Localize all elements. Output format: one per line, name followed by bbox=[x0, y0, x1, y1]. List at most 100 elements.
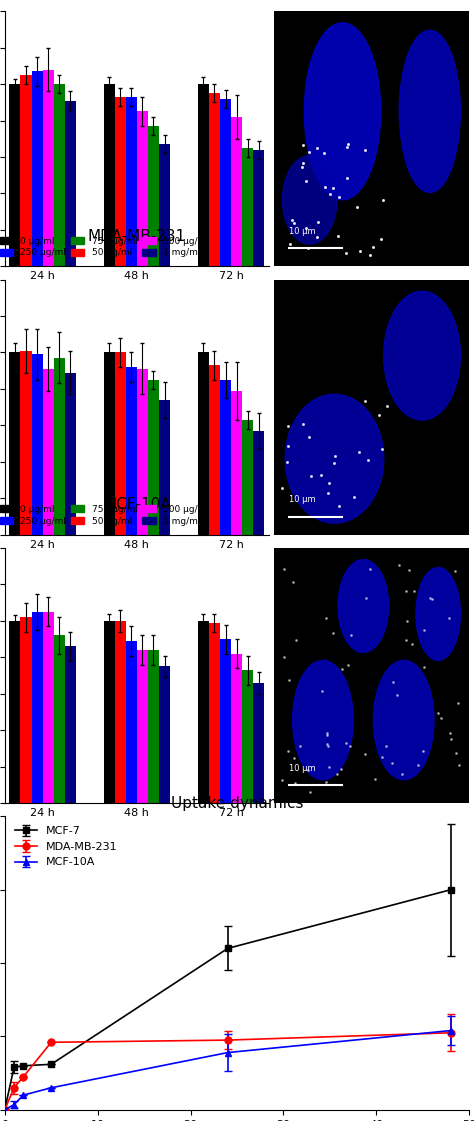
Point bbox=[320, 145, 328, 163]
Bar bbox=[115, 96, 126, 267]
Point bbox=[306, 782, 314, 800]
Bar bbox=[253, 430, 264, 535]
Bar bbox=[209, 93, 220, 267]
Point bbox=[333, 766, 340, 784]
Bar bbox=[220, 380, 231, 535]
Point bbox=[342, 244, 350, 262]
Ellipse shape bbox=[384, 291, 460, 420]
Point bbox=[331, 447, 338, 465]
Point bbox=[326, 474, 333, 492]
Point bbox=[279, 479, 286, 497]
Bar bbox=[104, 621, 115, 803]
Point bbox=[304, 761, 311, 779]
Legend: MCF-7, MDA-MB-231, MCF-10A: MCF-7, MDA-MB-231, MCF-10A bbox=[10, 822, 122, 872]
Bar bbox=[231, 391, 242, 535]
Bar bbox=[209, 622, 220, 803]
Point bbox=[300, 136, 307, 154]
Point bbox=[355, 444, 363, 462]
Point bbox=[453, 744, 460, 762]
Point bbox=[456, 756, 463, 773]
Point bbox=[324, 484, 331, 502]
Bar bbox=[104, 84, 115, 267]
Text: 10 μm: 10 μm bbox=[289, 763, 316, 772]
Text: 10 μm: 10 μm bbox=[289, 495, 316, 504]
Point bbox=[331, 454, 338, 472]
Point bbox=[324, 726, 331, 744]
Bar bbox=[32, 612, 43, 803]
Point bbox=[383, 397, 391, 415]
Point bbox=[403, 612, 411, 630]
Bar bbox=[54, 84, 65, 267]
Bar bbox=[20, 75, 32, 267]
Point bbox=[322, 609, 329, 627]
Point bbox=[378, 748, 386, 766]
Bar bbox=[9, 84, 20, 267]
Bar bbox=[198, 352, 209, 535]
Point bbox=[302, 172, 310, 189]
Bar bbox=[126, 367, 137, 535]
Ellipse shape bbox=[285, 395, 384, 524]
Point bbox=[393, 686, 401, 704]
Point bbox=[325, 758, 333, 776]
Bar bbox=[159, 400, 170, 535]
Bar bbox=[148, 126, 159, 267]
Point bbox=[342, 734, 349, 752]
Point bbox=[451, 562, 459, 580]
Bar bbox=[32, 72, 43, 267]
Bar bbox=[148, 380, 159, 535]
Bar bbox=[253, 150, 264, 267]
Point bbox=[321, 178, 328, 196]
Point bbox=[362, 589, 370, 606]
Ellipse shape bbox=[416, 567, 460, 660]
Point bbox=[344, 136, 352, 154]
Point bbox=[378, 441, 385, 458]
Bar bbox=[9, 621, 20, 803]
Bar bbox=[54, 636, 65, 803]
Point bbox=[289, 212, 296, 230]
Point bbox=[375, 406, 383, 424]
Point bbox=[354, 198, 361, 216]
Title: MDA-MB-231: MDA-MB-231 bbox=[88, 229, 186, 243]
Point bbox=[428, 590, 436, 608]
Bar bbox=[242, 420, 253, 535]
Point bbox=[377, 230, 385, 248]
Point bbox=[420, 621, 428, 639]
Bar bbox=[242, 670, 253, 803]
Bar bbox=[253, 683, 264, 803]
Point bbox=[420, 658, 428, 676]
Point bbox=[284, 742, 292, 760]
Bar bbox=[159, 667, 170, 803]
Point bbox=[336, 188, 343, 206]
Point bbox=[390, 674, 397, 692]
Bar bbox=[220, 639, 231, 803]
Point bbox=[298, 158, 305, 176]
Point bbox=[337, 760, 344, 778]
Bar bbox=[242, 148, 253, 267]
Point bbox=[329, 624, 337, 642]
Point bbox=[279, 771, 286, 789]
Point bbox=[297, 736, 304, 754]
Point bbox=[329, 179, 337, 197]
Bar bbox=[32, 354, 43, 535]
Point bbox=[395, 556, 403, 574]
Point bbox=[346, 736, 354, 754]
Bar bbox=[54, 358, 65, 535]
Bar bbox=[159, 145, 170, 267]
Point bbox=[313, 228, 320, 245]
Point bbox=[335, 226, 342, 244]
Point bbox=[327, 185, 334, 203]
Point bbox=[350, 488, 358, 506]
Point bbox=[361, 745, 369, 763]
Bar bbox=[137, 650, 148, 803]
Point bbox=[419, 742, 427, 760]
Point bbox=[292, 631, 300, 649]
Point bbox=[302, 220, 310, 238]
Point bbox=[284, 437, 292, 455]
Point bbox=[318, 466, 325, 484]
Bar bbox=[115, 352, 126, 535]
Point bbox=[438, 710, 445, 728]
Point bbox=[291, 775, 299, 793]
Point bbox=[335, 497, 343, 515]
Point bbox=[337, 660, 345, 678]
Point bbox=[319, 683, 326, 701]
